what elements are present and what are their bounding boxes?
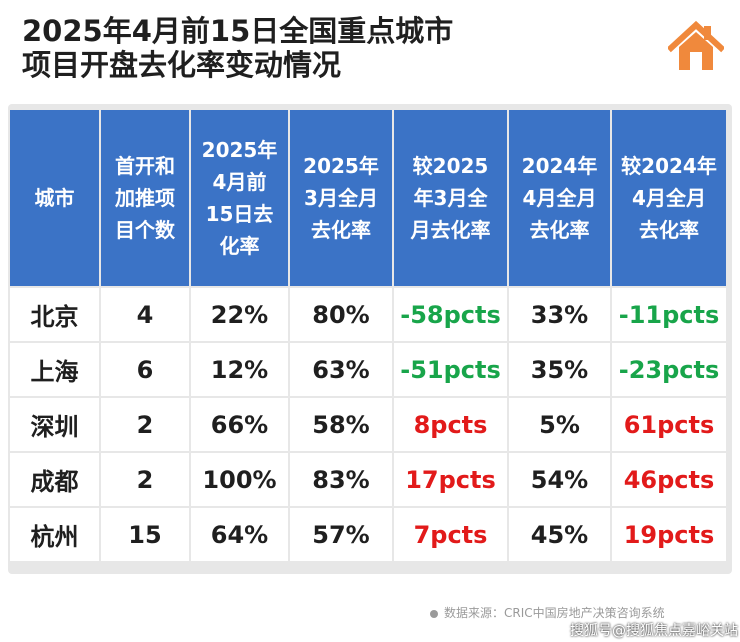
column-header-line: 2024年 [521,154,598,178]
cell-vs-apr2024: 46pcts [610,451,728,508]
cell-mar2025-rate: 58% [288,396,394,453]
cell-project-count: 4 [99,286,191,343]
table-row: 杭州 15 64% 57% 7pcts 45% 19pcts [8,506,728,563]
column-header-line: 去化率 [639,218,699,242]
column-header: 2024年 4月全月去化率 [507,108,612,288]
cell-mar2025-rate: 63% [288,341,394,398]
house-icon [668,20,724,70]
cell-city: 深圳 [8,396,101,453]
cell-mar2025-rate: 83% [288,451,394,508]
cell-project-count: 2 [99,451,191,508]
column-header-line: 较2025 [412,154,489,178]
bullet-dot-icon [430,609,438,618]
cell-vs-mar2025: 7pcts [392,506,509,563]
table-row: 北京 4 22% 80% -58pcts 33% -11pcts [8,286,728,343]
watermark-text: 搜狐号@搜狐焦点嘉峪关站 [570,623,738,639]
cell-vs-apr2024: -23pcts [610,341,728,398]
cell-project-count: 6 [99,341,191,398]
cell-vs-mar2025: -58pcts [392,286,509,343]
column-header-line: 2025年 [201,138,278,162]
column-header-line: 去化率 [311,218,371,242]
column-header: 2025年 3月全月去化率 [288,108,394,288]
column-header-line: 化率 [219,234,260,258]
column-header-line: 较2024年 [621,154,717,178]
title-line-2: 项目开盘去化率变动情况 [22,48,342,82]
cell-apr2025-rate: 100% [189,451,290,508]
cell-vs-mar2025: -51pcts [392,341,509,398]
column-header: 较2024年 4月全月去化率 [610,108,728,288]
cell-project-count: 15 [99,506,191,563]
column-header: 首开和 加推项 目个数 [99,108,191,288]
cell-vs-apr2024: 19pcts [610,506,728,563]
cell-city: 杭州 [8,506,101,563]
column-header: 较2025 年3月全月去化率 [392,108,509,288]
column-header-line: 3月全月 [304,186,378,210]
cell-apr2025-rate: 66% [189,396,290,453]
column-header-line: 4月全月 [632,186,706,210]
cell-city: 上海 [8,341,101,398]
column-header-line: 4月前 [212,170,267,194]
column-header-line: 月去化率 [410,218,491,242]
cell-vs-apr2024: 61pcts [610,396,728,453]
cell-city: 成都 [8,451,101,508]
cell-vs-mar2025: 17pcts [392,451,509,508]
column-header-line: 4月全月 [522,186,597,210]
cell-mar2025-rate: 80% [288,286,394,343]
column-header: 城市 [8,108,101,288]
source-text: 数据来源：CRIC中国房地产决策咨询系统 [444,606,665,620]
cell-apr2024-rate: 54% [507,451,612,508]
column-header-line: 去化率 [529,218,590,242]
table-header-row: 城市 首开和 加推项 目个数 2025年 4月前 15日去 化率 2025年 3月全月 去化率 较20… [8,108,728,288]
table-body: 北京 4 22% 80% -58pcts 33% -11pcts 上海 6 12% 63% -51pc… [8,286,728,563]
cell-city: 北京 [8,286,101,343]
table-row: 成都 2 100% 83% 17pcts 54% 46pcts [8,451,728,508]
cell-vs-apr2024: -11pcts [610,286,728,343]
table-row: 上海 6 12% 63% -51pcts 35% -23pcts [8,341,728,398]
column-header-line: 加推项 [115,186,175,210]
cell-apr2024-rate: 33% [507,286,612,343]
cell-project-count: 2 [99,396,191,453]
cell-mar2025-rate: 57% [288,506,394,563]
cell-apr2025-rate: 12% [189,341,290,398]
column-header-line: 2025年 [303,154,379,178]
title-line-1: 2025年4月前15日全国重点城市 [22,14,454,48]
column-header-line: 首开和 [115,154,175,178]
source-note: 数据来源：CRIC中国房地产决策咨询系统 [430,604,665,621]
page-title: 2025年4月前15日全国重点城市 项目开盘去化率变动情况 [22,14,453,82]
cell-apr2025-rate: 64% [189,506,290,563]
column-header-line: 目个数 [115,218,175,242]
column-header-line: 年3月全 [413,186,488,210]
column-header-line: 城市 [34,186,75,210]
column-header-line: 15日去 [205,202,274,226]
cell-vs-mar2025: 8pcts [392,396,509,453]
data-table: 城市 首开和 加推项 目个数 2025年 4月前 15日去 化率 2025年 3月全月 去化率 较20… [8,108,728,563]
cell-apr2024-rate: 35% [507,341,612,398]
table-row: 深圳 2 66% 58% 8pcts 5% 61pcts [8,396,728,453]
cell-apr2025-rate: 22% [189,286,290,343]
column-header: 2025年 4月前 15日去化率 [189,108,290,288]
cell-apr2024-rate: 5% [507,396,612,453]
cell-apr2024-rate: 45% [507,506,612,563]
